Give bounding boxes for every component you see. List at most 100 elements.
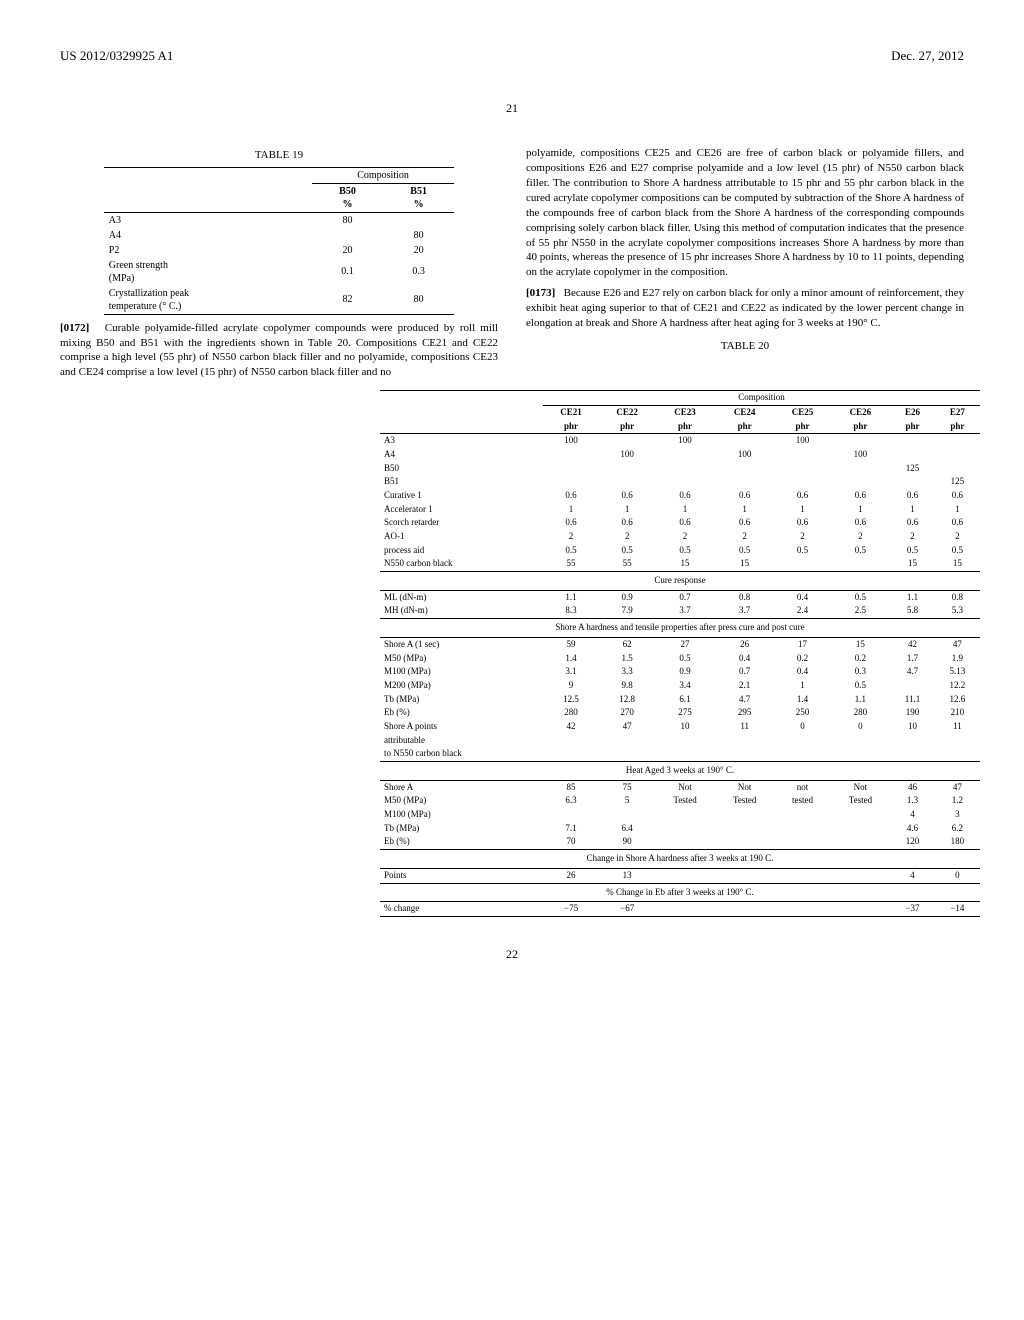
table20-cell: 12.8 bbox=[599, 693, 655, 707]
table20-cell: 2 bbox=[890, 530, 935, 544]
table20-cell: 0.4 bbox=[775, 665, 831, 679]
table20-cell bbox=[715, 734, 775, 748]
table20-cell bbox=[831, 822, 891, 836]
table20-cell: phr bbox=[831, 420, 891, 434]
table20-cell: 47 bbox=[935, 780, 980, 794]
table20-cell: 1.1 bbox=[543, 590, 599, 604]
publication-date: Dec. 27, 2012 bbox=[891, 48, 964, 65]
table20-cell: 0.5 bbox=[890, 544, 935, 558]
table20-cell bbox=[715, 808, 775, 822]
table19-cell: 0.3 bbox=[383, 258, 454, 286]
table20-cell: 0.2 bbox=[775, 652, 831, 666]
table20-cell: 100 bbox=[831, 448, 891, 462]
table20-cell: 0.6 bbox=[655, 489, 715, 503]
table20-section: Cure response bbox=[380, 572, 980, 591]
table20-cell: Tested bbox=[655, 794, 715, 808]
table20-cell bbox=[599, 434, 655, 448]
table20-cell: 0.6 bbox=[775, 489, 831, 503]
table19-cell: P2 bbox=[104, 243, 312, 258]
table20-cell bbox=[543, 747, 599, 761]
table20-cell: 0.5 bbox=[715, 544, 775, 558]
table20-cell: −67 bbox=[599, 902, 655, 917]
table20-cell: 0.5 bbox=[543, 544, 599, 558]
table20-cell: 0.5 bbox=[655, 544, 715, 558]
table20-cell: −14 bbox=[935, 902, 980, 917]
table20-cell bbox=[655, 902, 715, 917]
table20-cell bbox=[831, 462, 891, 476]
table20-cell: 1 bbox=[775, 503, 831, 517]
table20-cell bbox=[655, 808, 715, 822]
table20-cell bbox=[715, 747, 775, 761]
table20-cell: Tb (MPa) bbox=[380, 693, 543, 707]
table20-cell: Eb (%) bbox=[380, 835, 543, 849]
table20-cell: 0.6 bbox=[935, 516, 980, 530]
table19-cell bbox=[312, 228, 383, 243]
table20-cell: 26 bbox=[543, 868, 599, 883]
paragraph-0172-left: [0172] Curable polyamide-filled acrylate… bbox=[60, 321, 498, 380]
table19-group-header: Composition bbox=[312, 167, 454, 183]
table20-cell: 15 bbox=[655, 557, 715, 571]
table20-cell bbox=[655, 747, 715, 761]
table20-cell: 250 bbox=[775, 706, 831, 720]
table20-cell: 125 bbox=[935, 475, 980, 489]
table20-cell bbox=[775, 822, 831, 836]
table20-cell: Shore A bbox=[380, 780, 543, 794]
table20-cell: M100 (MPa) bbox=[380, 665, 543, 679]
table20-cell bbox=[775, 557, 831, 571]
table20-cell: 2.5 bbox=[831, 604, 891, 618]
publication-number: US 2012/0329925 A1 bbox=[60, 48, 173, 65]
table20-cell: 7.9 bbox=[599, 604, 655, 618]
table20-cell: MH (dN-m) bbox=[380, 604, 543, 618]
table20-cell: 180 bbox=[935, 835, 980, 849]
table20-cell: 11 bbox=[935, 720, 980, 734]
table20-cell: N550 carbon black bbox=[380, 557, 543, 571]
table20-cell: 275 bbox=[655, 706, 715, 720]
table20-cell: Scorch retarder bbox=[380, 516, 543, 530]
table20-cell: 0.5 bbox=[775, 544, 831, 558]
table20-cell bbox=[890, 734, 935, 748]
table20-cell: Points bbox=[380, 868, 543, 883]
table20-cell bbox=[935, 434, 980, 448]
table20-cell: 12.6 bbox=[935, 693, 980, 707]
table19-cell: A3 bbox=[104, 212, 312, 228]
table20-cell: B50 bbox=[380, 462, 543, 476]
table20-cell: 3.1 bbox=[543, 665, 599, 679]
table19-cell: 20 bbox=[312, 243, 383, 258]
table-20: Composition CE21CE22CE23CE24CE25CE26E26E… bbox=[380, 390, 980, 917]
table20-cell bbox=[715, 434, 775, 448]
table20-cell: 70 bbox=[543, 835, 599, 849]
paragraph-0173: [0173] Because E26 and E27 rely on carbo… bbox=[526, 286, 964, 331]
table20-cell: 100 bbox=[543, 434, 599, 448]
table19-cell: 80 bbox=[383, 286, 454, 315]
table20-section: Heat Aged 3 weeks at 190° C. bbox=[380, 762, 980, 781]
table20-cell bbox=[599, 808, 655, 822]
table20-cell: 100 bbox=[715, 448, 775, 462]
table20-cell: 12.5 bbox=[543, 693, 599, 707]
table20-cell: 3 bbox=[935, 808, 980, 822]
table20-cell bbox=[599, 462, 655, 476]
table20-cell: M100 (MPa) bbox=[380, 808, 543, 822]
table20-cell: CE26 bbox=[831, 405, 891, 419]
table20-cell: 0 bbox=[831, 720, 891, 734]
table20-cell: 0.5 bbox=[831, 544, 891, 558]
table20-cell bbox=[890, 747, 935, 761]
table20-cell: 2.4 bbox=[775, 604, 831, 618]
table20-cell bbox=[715, 822, 775, 836]
table19-cell: 20 bbox=[383, 243, 454, 258]
table20-cell: CE22 bbox=[599, 405, 655, 419]
table20-cell bbox=[890, 434, 935, 448]
table20-cell: 0.6 bbox=[543, 489, 599, 503]
table20-cell bbox=[543, 808, 599, 822]
table20-cell: Tb (MPa) bbox=[380, 822, 543, 836]
table20-cell: 5 bbox=[599, 794, 655, 808]
table20-cell: 4.7 bbox=[890, 665, 935, 679]
para-text: Curable polyamide-filled acrylate copoly… bbox=[60, 322, 498, 379]
page-number: 21 bbox=[60, 101, 964, 117]
table19-caption: TABLE 19 bbox=[60, 148, 498, 162]
table20-cell: 6.3 bbox=[543, 794, 599, 808]
table20-cell: 0.2 bbox=[831, 652, 891, 666]
table20-group-header: Composition bbox=[543, 391, 980, 406]
table20-cell: 0.6 bbox=[543, 516, 599, 530]
table20-cell: 1 bbox=[775, 679, 831, 693]
table20-cell: 17 bbox=[775, 637, 831, 651]
